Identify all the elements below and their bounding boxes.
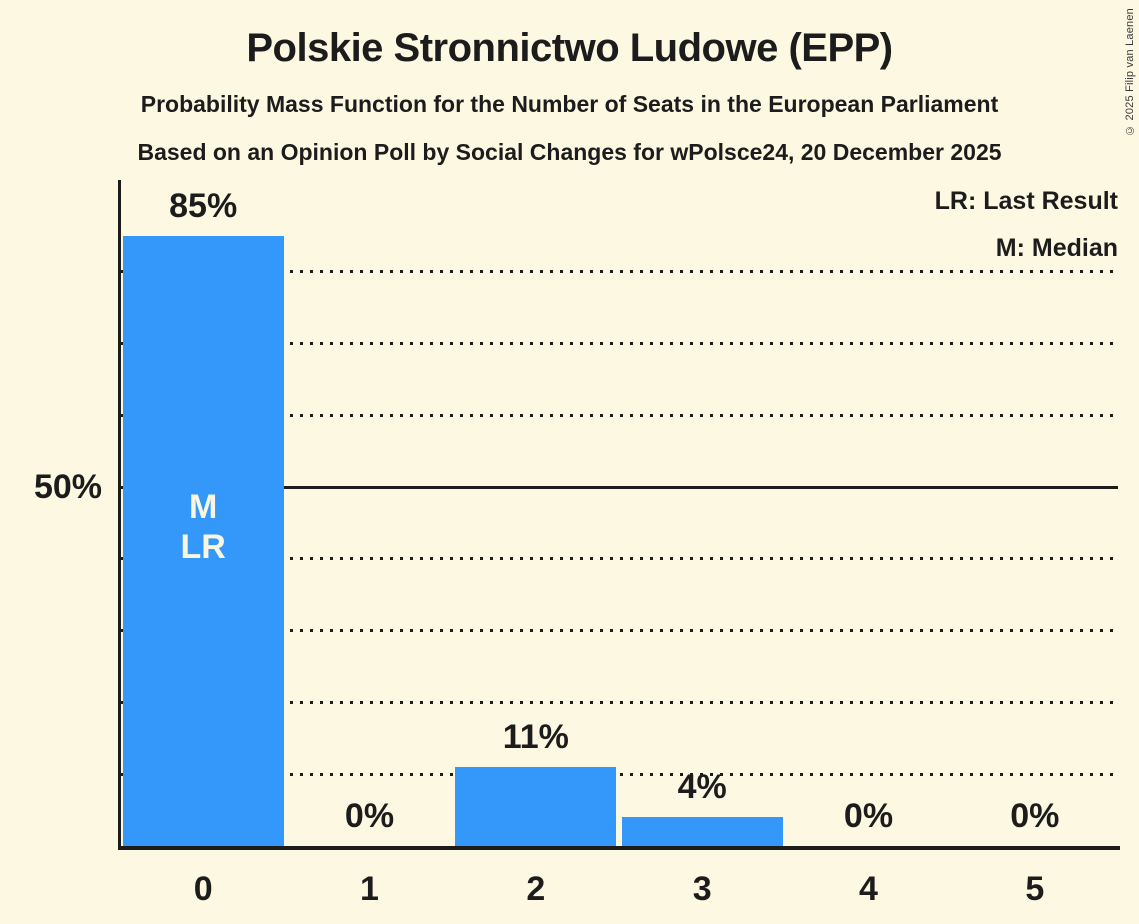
bar-value-label-seats-0: 85% — [169, 186, 238, 225]
gridline-60pct — [120, 413, 1118, 417]
x-tick-label-4: 4 — [859, 870, 878, 908]
gridline-30pct — [120, 629, 1118, 633]
bar-value-label-seats-1: 0% — [344, 797, 395, 835]
bar-seats-2 — [455, 767, 617, 846]
y-axis-tick-label: 50% — [33, 468, 102, 506]
gridline-20pct — [120, 700, 1118, 704]
gridline-50pct — [120, 485, 1118, 489]
gridline-10pct — [120, 772, 1118, 776]
x-tick-label-5: 5 — [1025, 870, 1045, 908]
bar-value-label-seats-3: 4% — [677, 768, 727, 807]
legend-median: M: Median — [995, 234, 1118, 262]
annotation-line-lr: LR — [180, 528, 226, 566]
y-axis-line — [118, 180, 121, 850]
chart-subtitle-line1: Probability Mass Function for the Number… — [140, 91, 999, 117]
x-tick-label-2: 2 — [526, 870, 546, 908]
bar-seats-0 — [122, 235, 284, 846]
x-tick-label-0: 0 — [193, 870, 213, 908]
chart-title: Polskie Stronnictwo Ludowe (EPP) — [246, 26, 893, 70]
gridline-80pct — [120, 270, 1118, 274]
x-axis-line — [118, 846, 1120, 850]
bar-annotation-median-last-result: M LR — [120, 487, 286, 567]
bar-value-label-seats-5: 0% — [1010, 797, 1060, 835]
gridline-70pct — [120, 341, 1118, 345]
x-tick-label-3: 3 — [692, 870, 712, 908]
chart-subtitle-line2: Based on an Opinion Poll by Social Chang… — [137, 139, 1002, 165]
gridline-40pct — [120, 557, 1118, 561]
bar-value-label-seats-4: 0% — [843, 797, 894, 835]
x-tick-label-1: 1 — [360, 870, 379, 908]
bar-seats-3 — [621, 817, 783, 846]
bar-value-label-seats-2: 11% — [502, 718, 569, 757]
annotation-line-m: M — [189, 488, 218, 526]
legend-last-result: LR: Last Result — [934, 187, 1118, 215]
